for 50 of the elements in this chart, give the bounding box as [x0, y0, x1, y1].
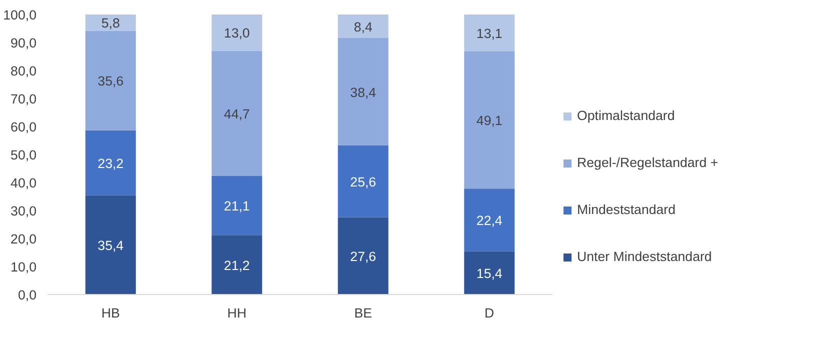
x-tick-label: HB	[101, 306, 120, 320]
bar	[338, 38, 388, 146]
y-tick-label: 60,0	[10, 120, 37, 134]
data-label: 27,6	[350, 248, 376, 264]
bar	[212, 176, 262, 236]
bar	[338, 146, 388, 218]
bar	[464, 251, 515, 294]
y-tick-label: 100,0	[3, 8, 37, 22]
data-label: 8,4	[354, 19, 373, 34]
data-label: 21,2	[224, 258, 250, 273]
data-label: 15,4	[476, 266, 503, 281]
data-label: 5,8	[101, 16, 120, 31]
data-label: 21,1	[224, 198, 250, 214]
data-label: 38,4	[350, 84, 377, 100]
bar	[212, 235, 262, 294]
legend-label: Optimalstandard	[577, 108, 675, 123]
y-tick-label: 20,0	[10, 232, 37, 246]
data-label: 22,4	[476, 213, 503, 228]
bar	[85, 130, 136, 196]
y-tick-label: 80,0	[10, 64, 37, 78]
bar	[464, 51, 515, 189]
data-label: 44,7	[224, 106, 250, 122]
x-tick-label: D	[484, 306, 494, 320]
bar	[212, 14, 262, 51]
x-tick-label: BE	[354, 306, 372, 320]
data-label: 13,0	[224, 26, 250, 41]
bar	[212, 50, 262, 176]
y-tick-label: 50,0	[10, 148, 37, 162]
bar	[85, 30, 136, 130]
legend-label: Regel-/Regelstandard +	[577, 155, 718, 170]
bar	[85, 195, 136, 294]
data-label: 49,1	[476, 112, 502, 128]
y-tick-label: 0,0	[18, 288, 37, 302]
bar	[338, 217, 388, 294]
data-label: 35,6	[98, 74, 124, 89]
data-label: 13,1	[476, 26, 502, 41]
y-tick-label: 70,0	[10, 92, 37, 106]
data-label: 35,4	[98, 238, 124, 253]
y-tick-label: 40,0	[10, 176, 37, 190]
x-tick-label: HH	[227, 306, 247, 320]
data-label: 23,2	[98, 156, 124, 171]
y-tick-label: 10,0	[10, 260, 37, 274]
legend-label: Mindeststandard	[577, 202, 676, 217]
y-tick-label: 30,0	[10, 204, 37, 218]
y-tick-label: 90,0	[10, 36, 37, 50]
legend-label: Unter Mindeststandard	[577, 249, 712, 264]
bar	[464, 188, 515, 252]
bar	[464, 14, 515, 52]
bar	[338, 14, 388, 38]
data-label: 25,6	[350, 174, 376, 190]
